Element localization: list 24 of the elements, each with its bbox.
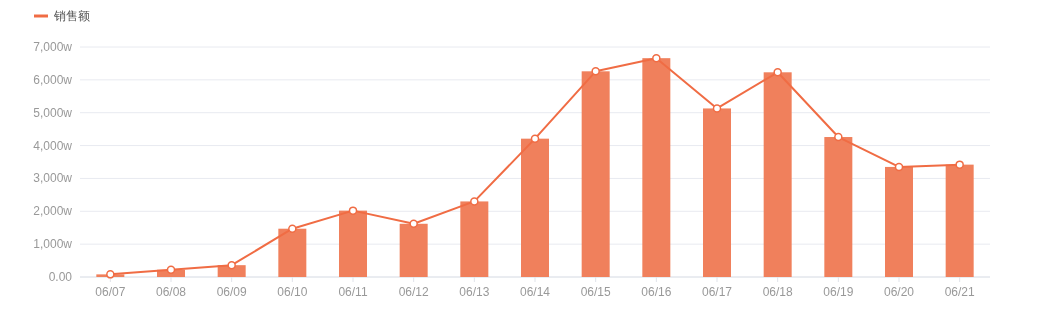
y-tick-label: 6,000w: [33, 72, 73, 87]
x-tick-label: 06/11: [338, 285, 368, 299]
x-tick-label: 06/12: [398, 285, 430, 299]
y-tick-label: 5,000w: [33, 105, 73, 120]
y-tick-label: 4,000w: [33, 138, 73, 153]
y-tick-label: 0.00: [48, 270, 73, 284]
legend-label: 销售额: [53, 9, 90, 23]
x-tick-label: 06/15: [580, 285, 612, 299]
x-tick-label: 06/19: [823, 285, 854, 299]
x-tick-label: 06/21: [944, 285, 976, 299]
y-tick-label: 2,000w: [33, 204, 73, 219]
x-tick-label: 06/10: [277, 285, 308, 299]
x-tick-label: 06/20: [883, 285, 915, 299]
x-tick-label: 06/09: [216, 285, 248, 299]
x-tick-label: 06/07: [95, 285, 126, 299]
y-tick-label: 3,000w: [33, 171, 73, 186]
y-tick-label: 7,000w: [33, 40, 73, 54]
x-tick-label: 06/14: [519, 285, 551, 299]
x-tick-label: 06/16: [641, 285, 672, 299]
x-tick-label: 06/08: [155, 285, 187, 299]
x-tick-label: 06/13: [459, 285, 490, 299]
x-tick-label: 06/18: [762, 285, 794, 299]
y-tick-label: 1,000w: [33, 237, 73, 252]
x-tick-label: 06/17: [701, 285, 733, 299]
